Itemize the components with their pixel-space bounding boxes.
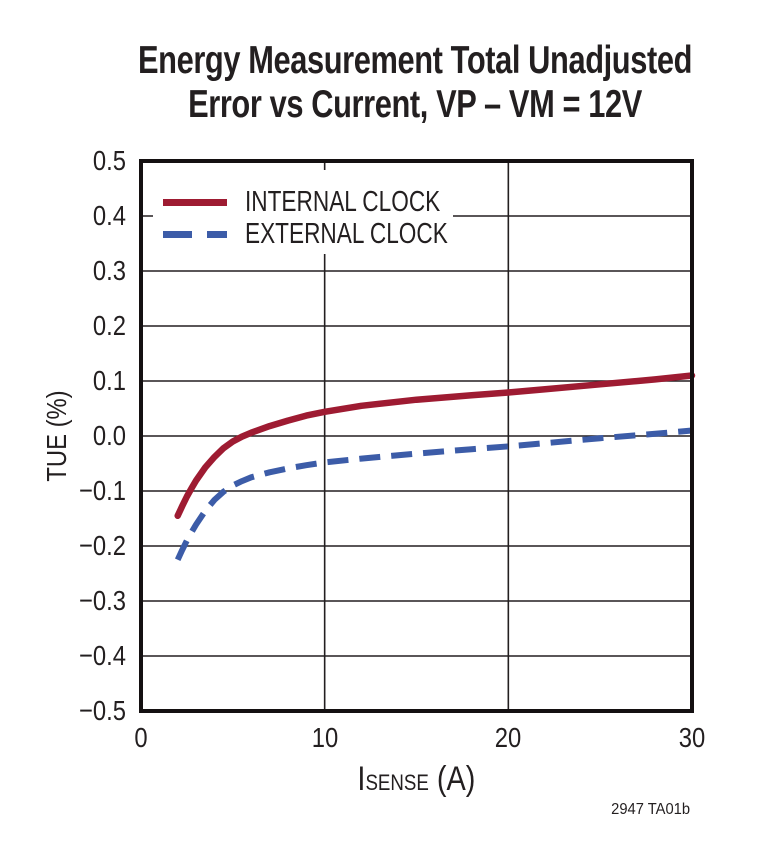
y-axis-label: TUE (%) xyxy=(41,390,72,482)
title-line-2: Error vs Current, VP – VM = 12V xyxy=(188,83,642,126)
title-line-1: Energy Measurement Total Unadjusted xyxy=(137,39,692,82)
y-tick-label: 0.2 xyxy=(92,310,126,341)
x-axis-label-unit: (A) xyxy=(428,760,476,798)
y-tick-label: −0.2 xyxy=(79,530,126,561)
y-tick-label: 0.3 xyxy=(92,255,126,286)
y-tick-label: 0.1 xyxy=(92,365,126,396)
y-tick-label: 0.0 xyxy=(92,420,126,451)
x-tick-label: 0 xyxy=(134,722,148,753)
x-axis-label-subscript: SENSE xyxy=(365,770,429,795)
legend-item-external-clock: EXTERNAL CLOCK xyxy=(153,218,453,250)
figure-number: 2947 TA01b xyxy=(611,801,690,818)
legend-label-internal-clock: INTERNAL CLOCK xyxy=(245,186,441,218)
y-tick-label: 0.4 xyxy=(92,200,126,231)
legend: INTERNAL CLOCK EXTERNAL CLOCK xyxy=(153,170,453,254)
x-tick-label: 20 xyxy=(495,722,522,753)
x-axis-label: ISENSE (A) xyxy=(141,762,692,800)
chart-title: Energy Measurement Total Unadjusted Erro… xyxy=(107,39,723,127)
y-tick-label: 0.5 xyxy=(92,145,126,176)
y-tick-label: −0.1 xyxy=(79,475,126,506)
x-tick-label: 30 xyxy=(678,722,706,753)
dashed-line-swatch-icon xyxy=(163,230,227,238)
y-tick-label: −0.3 xyxy=(79,585,126,616)
solid-line-swatch-icon xyxy=(163,198,227,206)
legend-item-internal-clock: INTERNAL CLOCK xyxy=(153,186,453,218)
y-tick-label: −0.5 xyxy=(79,695,126,726)
x-axis-label-symbol: I xyxy=(357,760,366,798)
x-tick-label: 10 xyxy=(311,722,338,753)
y-tick-label: −0.4 xyxy=(79,640,126,671)
legend-label-external-clock: EXTERNAL CLOCK xyxy=(245,218,448,250)
